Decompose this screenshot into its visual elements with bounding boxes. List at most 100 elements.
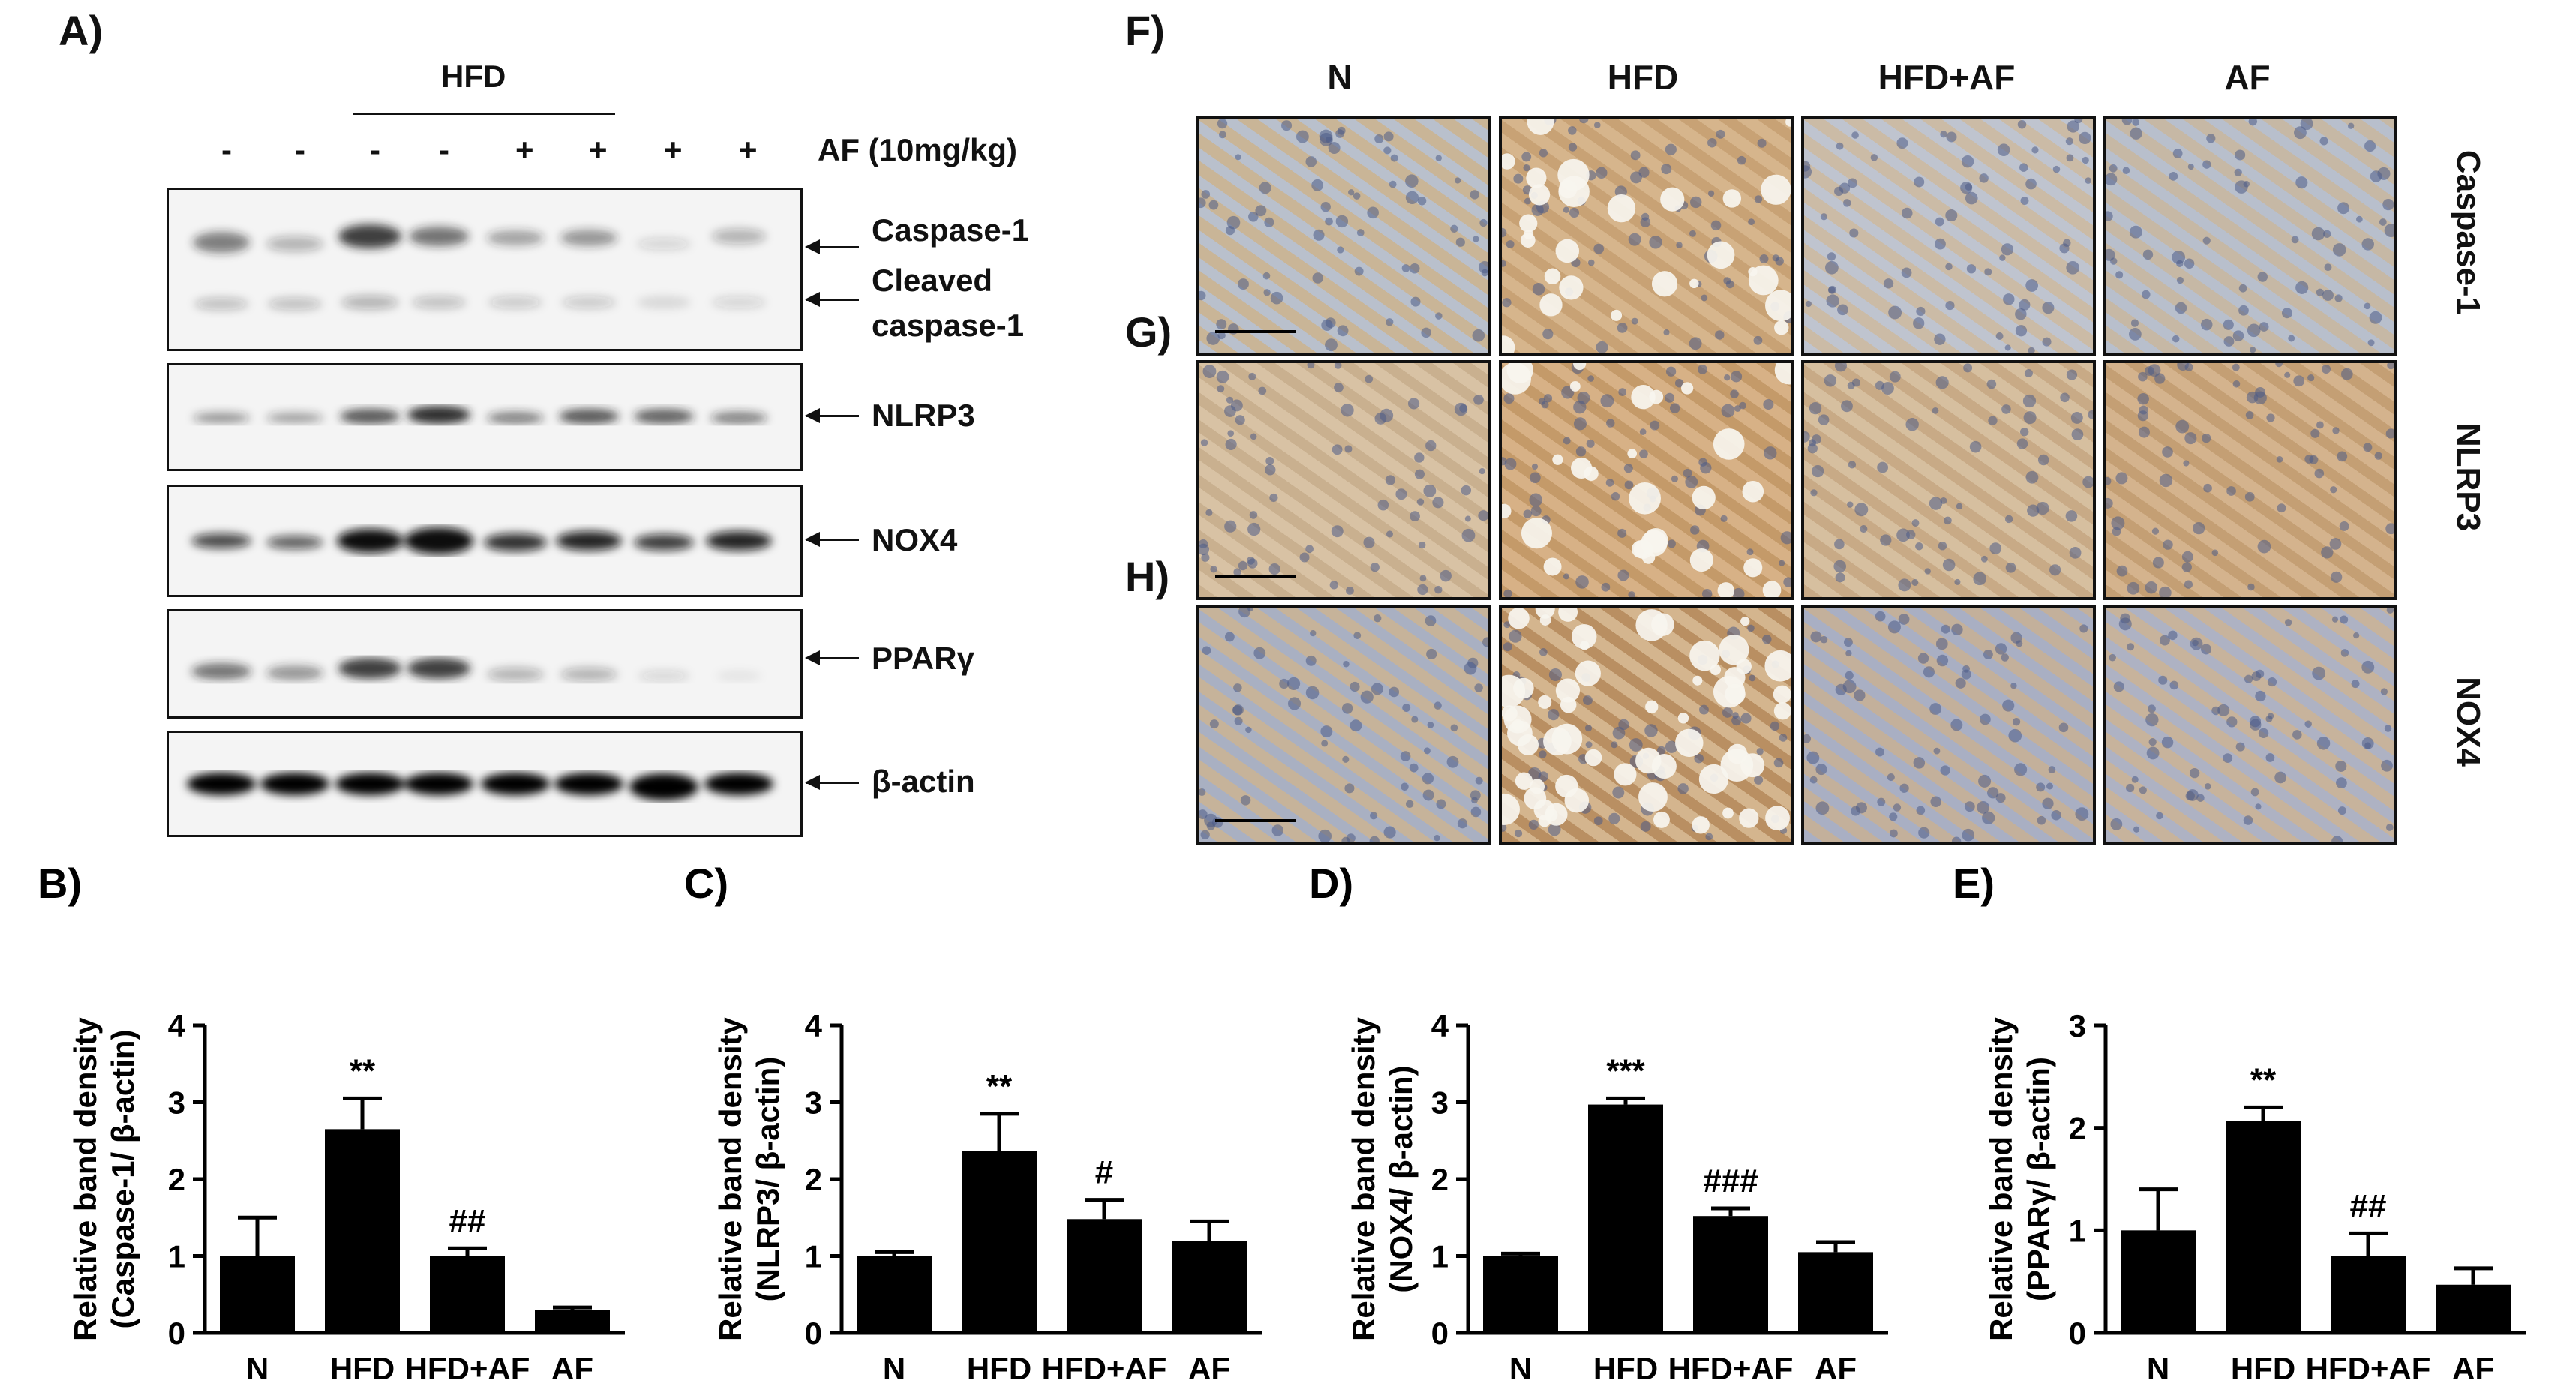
x-tick-label: HFD xyxy=(967,1351,1031,1386)
ihc-texture xyxy=(1502,608,1791,841)
y-tick-label: 1 xyxy=(2069,1213,2086,1248)
ihc-tile xyxy=(1801,116,2096,356)
arrow-icon xyxy=(805,408,859,423)
y-tick-label: 0 xyxy=(805,1316,822,1351)
lane-sign: - xyxy=(295,132,305,167)
ihc-tile xyxy=(1499,360,1794,600)
panel-label-h: H) xyxy=(1125,553,1170,600)
bar xyxy=(2121,1230,2196,1333)
ihc-texture xyxy=(1199,363,1488,596)
y-tick-label: 0 xyxy=(2069,1316,2086,1351)
y-axis-label: (NLRP3/ β-actin) xyxy=(750,1057,785,1302)
blot-ppar-bands xyxy=(191,658,761,681)
ihc-row-label: NOX4 xyxy=(2450,677,2487,767)
arrow-icon xyxy=(805,775,859,790)
bar xyxy=(325,1129,400,1333)
band-label-nox4: NOX4 xyxy=(872,522,958,557)
y-tick-label: 2 xyxy=(805,1162,822,1197)
blot-caspase-1 xyxy=(167,188,803,351)
y-axis-label: Relative band density xyxy=(68,1016,103,1340)
significance-label: ** xyxy=(986,1068,1013,1105)
blot-nox4-bands xyxy=(191,527,772,554)
lane-sign: - xyxy=(370,132,380,167)
chart-panel-label: E) xyxy=(1953,860,1995,907)
y-axis-label: (NOX4/ β-actin) xyxy=(1383,1065,1419,1292)
x-tick-label: N xyxy=(1509,1351,1532,1386)
wb-group-line xyxy=(353,113,615,115)
ihc-tile xyxy=(1196,116,1491,356)
lane-sign: + xyxy=(739,132,758,167)
ihc-row-label: NLRP3 xyxy=(2450,422,2487,532)
blot-beta-actin xyxy=(167,731,803,837)
significance-label: ### xyxy=(1703,1163,1758,1199)
bar xyxy=(430,1256,505,1333)
y-tick-label: 2 xyxy=(1431,1162,1449,1197)
ihc-texture xyxy=(2106,119,2394,353)
x-tick-label: N xyxy=(883,1351,905,1386)
y-axis-label: (PPARγ/ β-actin) xyxy=(2021,1057,2056,1301)
x-tick-label: HFD xyxy=(1593,1351,1658,1386)
blot-ppar xyxy=(167,609,803,719)
x-tick-label: HFD xyxy=(330,1351,395,1386)
x-tick-label: N xyxy=(2147,1351,2169,1386)
x-tick-label: AF xyxy=(551,1351,593,1386)
x-tick-label: HFD+AF xyxy=(1668,1351,1794,1386)
blot-caspase-1-bands xyxy=(193,224,766,310)
bar xyxy=(220,1256,295,1333)
ihc-column-header: AF xyxy=(2224,58,2271,97)
ihc-texture xyxy=(1502,363,1791,597)
bar xyxy=(2436,1284,2511,1333)
significance-label: # xyxy=(1095,1154,1113,1191)
ihc-texture xyxy=(1804,611,2089,842)
arrow-icon xyxy=(805,292,859,307)
blot-nox4 xyxy=(167,485,803,597)
x-tick-label: AF xyxy=(1188,1351,1230,1386)
chart-panel-label: D) xyxy=(1309,860,1353,907)
bar xyxy=(535,1310,610,1333)
ihc-texture xyxy=(2106,363,2394,597)
x-tick-label: HFD xyxy=(2231,1351,2295,1386)
y-tick-label: 3 xyxy=(1431,1085,1449,1121)
lane-sign: + xyxy=(515,132,534,167)
arrow-icon xyxy=(805,650,859,665)
panel-label-f: F) xyxy=(1125,7,1165,54)
y-tick-label: 1 xyxy=(168,1239,185,1274)
significance-label: ## xyxy=(449,1202,486,1239)
lane-sign: - xyxy=(439,132,449,167)
y-tick-label: 4 xyxy=(805,1008,823,1043)
band-label-cleaved-caspase-1: caspase-1 xyxy=(872,308,1025,343)
band-label-cleaved: Cleaved xyxy=(872,263,993,298)
wb-treatment-label: AF (10mg/kg) xyxy=(818,132,1018,167)
y-tick-label: 1 xyxy=(805,1239,822,1274)
significance-label: *** xyxy=(1606,1052,1645,1089)
bar xyxy=(2226,1121,2301,1333)
x-tick-label: AF xyxy=(2452,1351,2494,1386)
y-tick-label: 3 xyxy=(2069,1008,2086,1043)
bar xyxy=(857,1256,932,1333)
y-tick-label: 2 xyxy=(2069,1111,2086,1146)
band-label-caspase-1: Caspase-1 xyxy=(872,212,1030,248)
significance-label: ** xyxy=(2250,1061,2277,1098)
y-tick-label: 0 xyxy=(168,1316,185,1351)
bar xyxy=(2331,1256,2406,1333)
y-tick-label: 2 xyxy=(168,1162,185,1197)
ihc-texture xyxy=(1199,119,1488,352)
ihc-texture xyxy=(1502,119,1791,353)
x-tick-label: HFD+AF xyxy=(405,1351,530,1386)
blot-nlrp3-bands xyxy=(193,406,767,424)
bar xyxy=(962,1151,1037,1333)
band-label-nlrp3: NLRP3 xyxy=(872,398,975,433)
x-tick-label: HFD+AF xyxy=(1042,1351,1167,1386)
ihc-tile xyxy=(2103,605,2397,845)
ihc-tile xyxy=(1499,605,1794,845)
band-label-ppar: PPARγ xyxy=(872,641,974,676)
chart-panel-label: B) xyxy=(38,860,82,907)
y-tick-label: 3 xyxy=(805,1085,822,1121)
blot-nlrp3 xyxy=(167,363,803,471)
bar xyxy=(1483,1256,1558,1333)
wb-group-label: HFD xyxy=(441,59,506,94)
significance-label: ## xyxy=(2350,1187,2387,1224)
lane-sign: - xyxy=(221,132,232,167)
ihc-tile xyxy=(1196,360,1491,600)
chart-panel-label: C) xyxy=(684,860,728,907)
